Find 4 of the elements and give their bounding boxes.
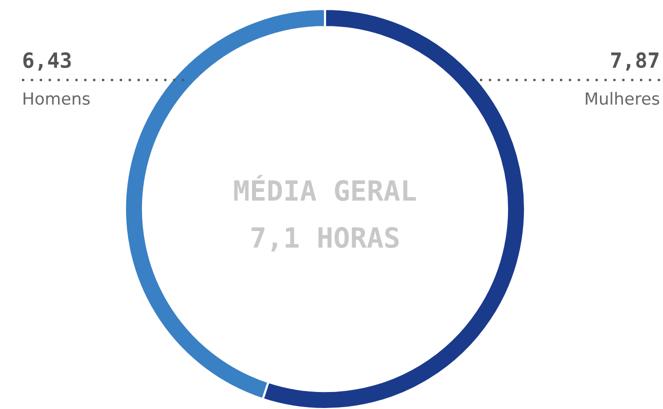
- slice-label: Mulheres: [586, 92, 660, 105]
- data-label: 6,43: [23, 52, 71, 71]
- data-label: 7,87: [611, 52, 658, 71]
- slice-label: Homens: [24, 92, 90, 105]
